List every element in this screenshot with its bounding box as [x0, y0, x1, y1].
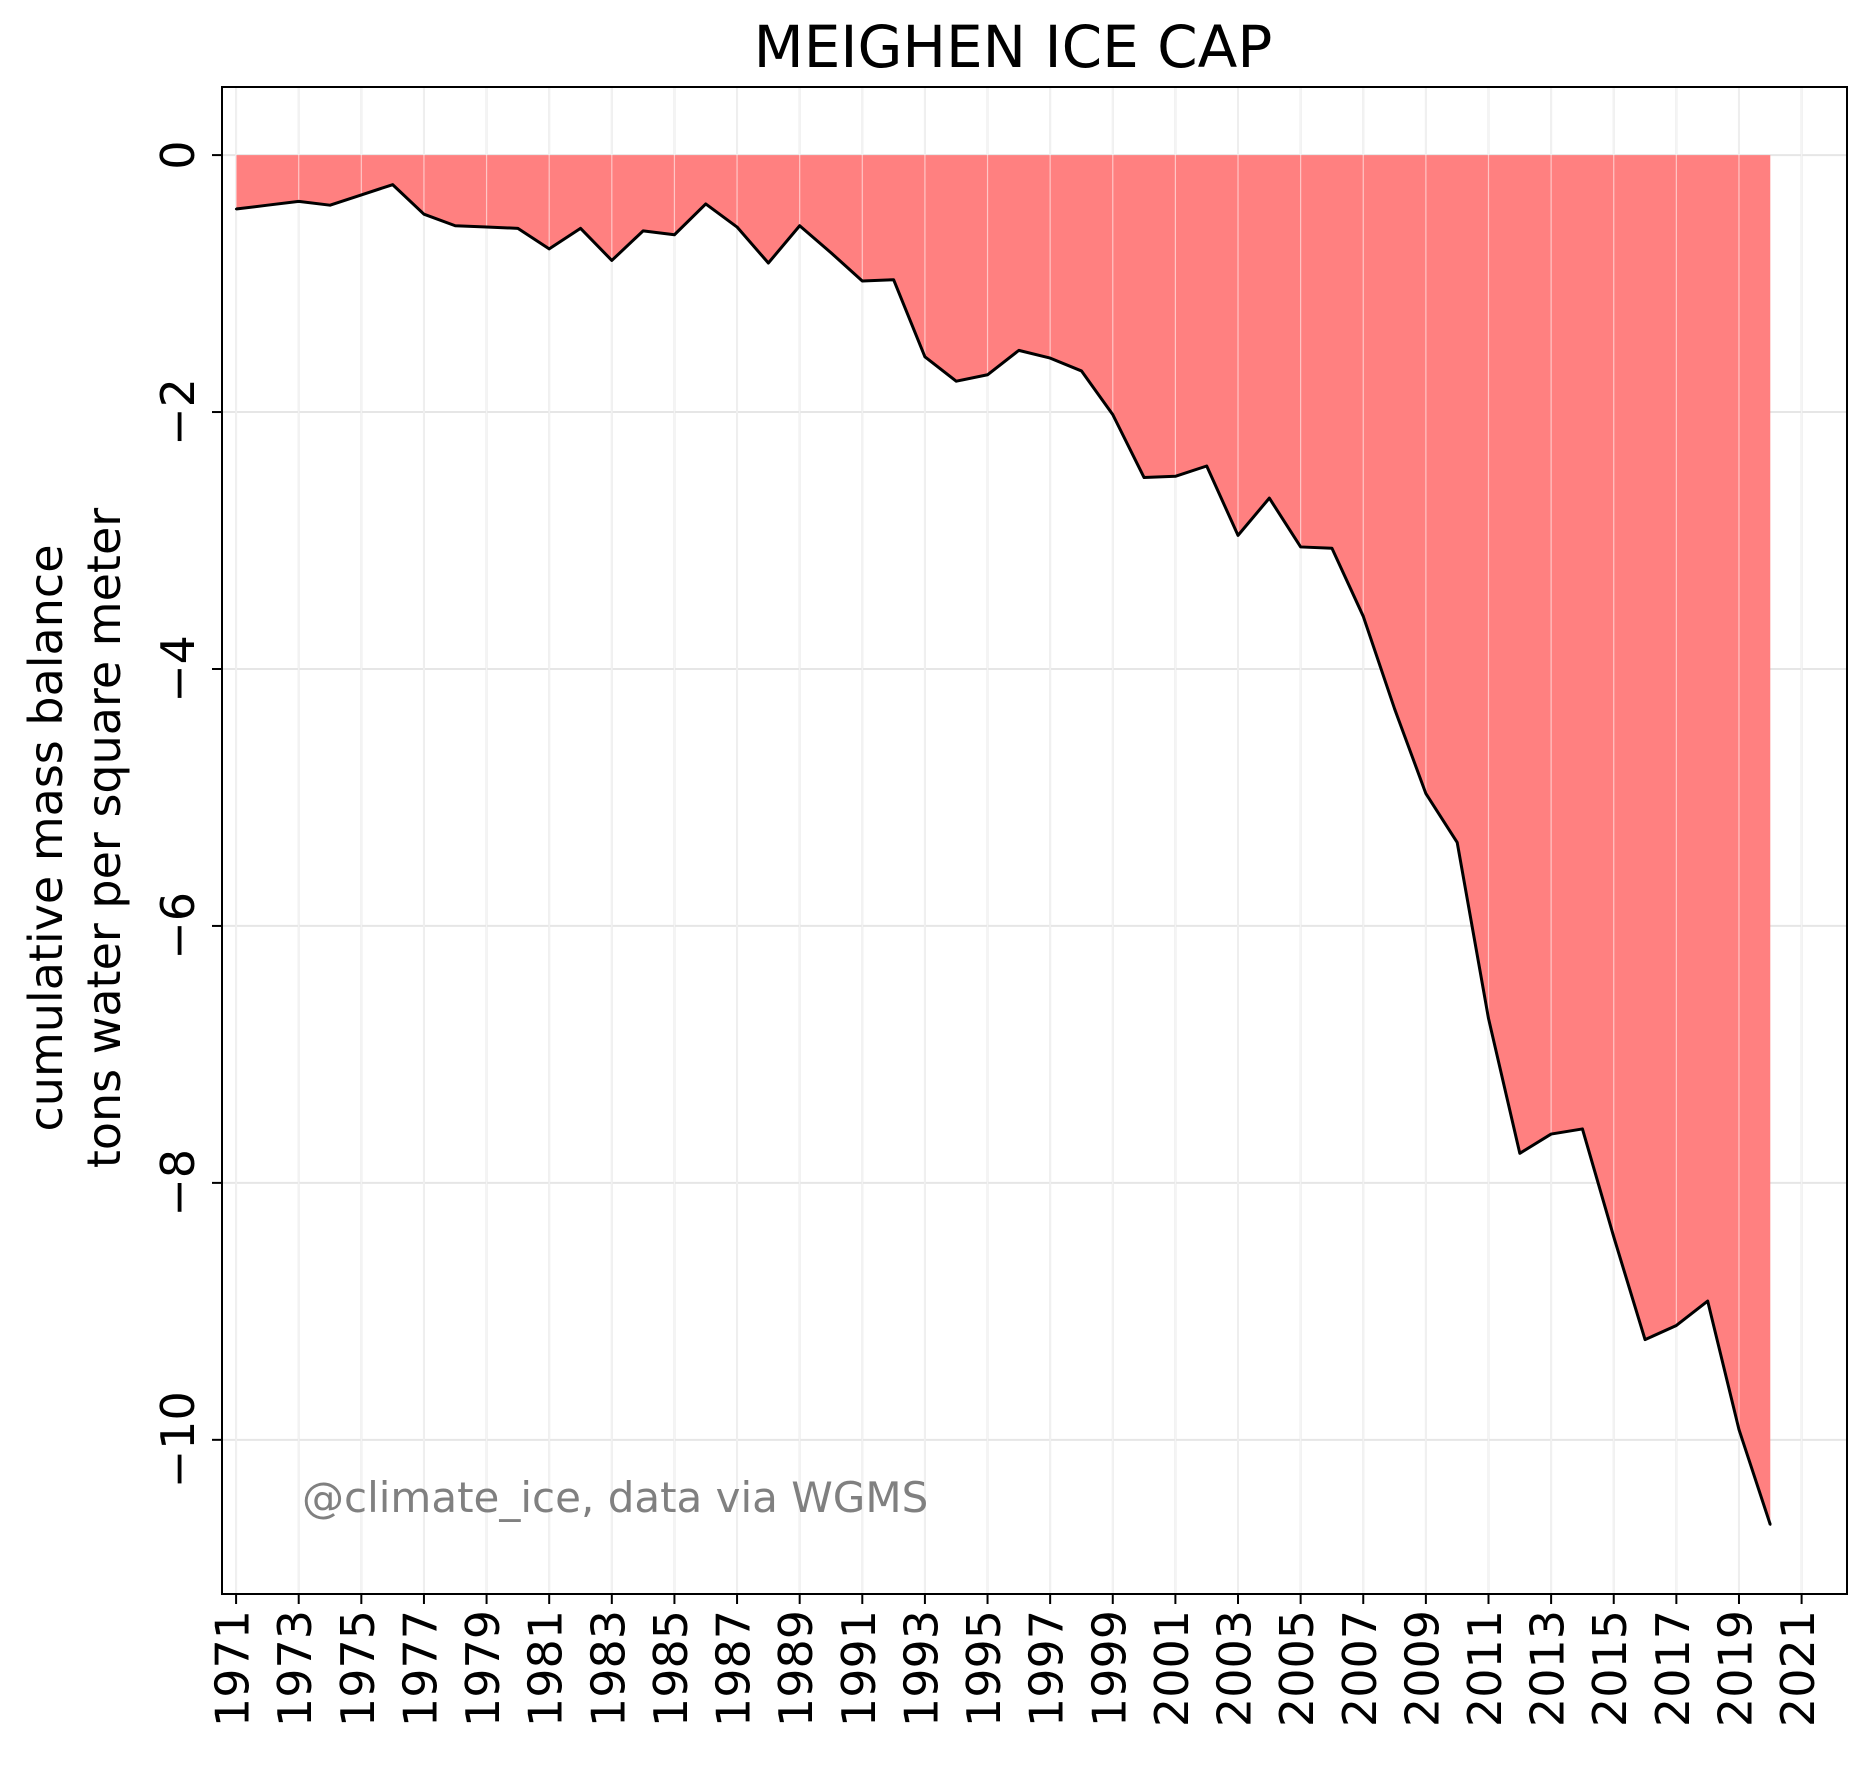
- x-axis: 1971 1973 1975 1977 1979 1981 1983 1985 1987 1989…: [206, 1594, 1825, 1727]
- data-point-1995: [986, 373, 989, 376]
- x-tick-label: 1999: [1082, 1610, 1136, 1727]
- watermark: @climate_ice, data via WGMS: [302, 1473, 928, 1522]
- data-point-1994: [955, 380, 958, 383]
- data-point-2001: [1174, 475, 1177, 478]
- x-tick-label: 1975: [331, 1610, 385, 1727]
- data-point-1982: [579, 227, 582, 230]
- x-tick-label: 2009: [1395, 1610, 1449, 1727]
- data-point-2013: [1549, 1132, 1553, 1136]
- data-point-2006: [1330, 547, 1334, 550]
- data-point-1976: [391, 183, 394, 186]
- mass-balance-area: [236, 155, 1771, 1525]
- y-axis-label-line2: tons water per square meter: [77, 508, 131, 1168]
- data-point-1993: [923, 355, 927, 358]
- y-tick-label: −10: [151, 1391, 205, 1488]
- x-tick-label: 2001: [1145, 1610, 1199, 1727]
- x-tick-label: 1993: [894, 1610, 948, 1727]
- data-point-2014: [1581, 1127, 1584, 1131]
- data-point-2012: [1518, 1152, 1522, 1155]
- data-point-1991: [861, 279, 864, 283]
- plot-frame: [221, 86, 1848, 1595]
- y-tick-label: 0: [151, 140, 205, 169]
- x-tick-label: 2007: [1333, 1610, 1387, 1727]
- mass-balance-line: [235, 183, 1772, 1526]
- data-point-1989: [798, 224, 801, 227]
- y-tick-label: −8: [151, 1149, 205, 1217]
- data-point-2016: [1643, 1338, 1647, 1341]
- data-point-1985: [673, 233, 676, 236]
- y-axis-label-line1: cumulative mass balance: [19, 545, 73, 1132]
- x-tick-label: 1979: [456, 1610, 510, 1727]
- data-point-1975: [360, 193, 363, 197]
- data-point-2002: [1205, 464, 1208, 468]
- data-point-1986: [704, 202, 707, 206]
- data-point-2019: [1737, 1428, 1741, 1431]
- x-tick-label: 2019: [1708, 1610, 1762, 1727]
- data-point-1978: [454, 224, 457, 227]
- x-tick-label: 1973: [268, 1610, 322, 1727]
- grid-overlay: [235, 87, 1803, 1594]
- data-point-2008: [1393, 707, 1396, 711]
- data-point-2007: [1362, 615, 1365, 618]
- data-point-2005: [1299, 545, 1302, 549]
- data-point-2020: [1769, 1523, 1772, 1526]
- data-point-1999: [1111, 413, 1114, 416]
- data-point-1988: [767, 261, 770, 265]
- data-point-2018: [1706, 1299, 1709, 1303]
- y-axis: 0 −2 −4 −6 −8 −10: [151, 140, 222, 1488]
- x-tick-label: 1971: [206, 1610, 260, 1727]
- x-tick-label: 2017: [1646, 1610, 1700, 1727]
- y-tick-label: −4: [151, 635, 205, 703]
- data-point-2000: [1142, 476, 1146, 479]
- data-point-2011: [1487, 1017, 1490, 1020]
- x-tick-label: 1995: [957, 1610, 1011, 1727]
- data-point-1979: [485, 225, 488, 229]
- x-tick-label: 1981: [519, 1610, 573, 1727]
- x-tick-label: 1991: [832, 1610, 886, 1727]
- x-tick-label: 1983: [581, 1610, 635, 1727]
- data-point-2004: [1268, 496, 1271, 500]
- data-point-1983: [610, 259, 614, 262]
- y-tick-label: −2: [151, 378, 205, 446]
- x-tick-label: 2015: [1583, 1610, 1637, 1727]
- data-point-1971: [234, 207, 238, 211]
- x-tick-label: 2005: [1270, 1610, 1324, 1727]
- data-point-2015: [1612, 1235, 1615, 1239]
- data-point-2009: [1424, 792, 1428, 795]
- data-point-1998: [1080, 369, 1083, 373]
- x-tick-label: 1977: [393, 1610, 447, 1727]
- x-tick-label: 2013: [1521, 1610, 1575, 1727]
- x-tick-label: 1987: [707, 1610, 761, 1727]
- x-tick-label: 2011: [1458, 1610, 1512, 1727]
- data-point-2003: [1236, 534, 1240, 537]
- data-point-1973: [297, 200, 300, 203]
- data-point-2010: [1455, 841, 1459, 844]
- data-point-1987: [735, 225, 739, 229]
- data-point-1980: [516, 227, 520, 230]
- x-tick-label: 1985: [644, 1610, 698, 1727]
- x-tick-label: 1997: [1020, 1610, 1074, 1727]
- chart-title: MEIGHEN ICE CAP: [754, 13, 1273, 81]
- data-point-1997: [1048, 356, 1052, 360]
- x-tick-label: 1989: [769, 1610, 823, 1727]
- y-tick-label: −6: [151, 892, 205, 960]
- data-point-1990: [829, 251, 833, 254]
- data-point-1981: [547, 247, 551, 251]
- x-tick-label: 2021: [1771, 1610, 1825, 1727]
- data-point-1974: [328, 203, 332, 207]
- x-tick-label: 2003: [1208, 1610, 1262, 1727]
- data-point-2017: [1675, 1324, 1678, 1327]
- data-point-1972: [266, 203, 269, 207]
- data-point-1977: [422, 212, 426, 216]
- data-point-1984: [641, 229, 645, 233]
- data-point-1996: [1017, 349, 1021, 352]
- data-point-1992: [892, 278, 895, 281]
